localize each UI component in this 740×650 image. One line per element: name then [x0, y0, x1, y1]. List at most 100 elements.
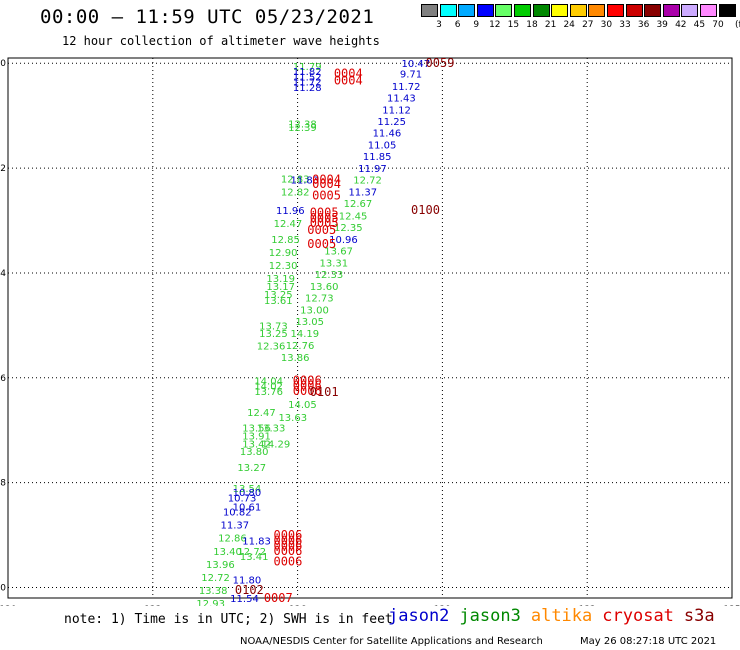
time-label: 0004 [334, 67, 363, 81]
wave-height-label: 12.47 [247, 408, 276, 419]
wave-height-label: 13.27 [237, 463, 266, 474]
wave-height-label: 12.72 [353, 176, 382, 187]
wave-height-label: 11.72 [392, 82, 421, 93]
wave-height-label: 13.96 [206, 560, 235, 571]
legend-entry: jason3 [459, 606, 521, 626]
wave-height-label: 13.80 [240, 447, 269, 458]
wave-height-label: 13.42 [242, 439, 271, 450]
wave-height-label: 10.80 [233, 488, 262, 499]
wave-height-label: 14.29 [262, 439, 291, 450]
wave-height-label: 12.39 [288, 123, 317, 134]
wave-height-label: 11.43 [387, 93, 416, 104]
scale-label: 21 [544, 20, 557, 30]
legend-entry: cryosat [602, 606, 674, 626]
time-label: 0006 [273, 539, 302, 553]
wave-height-label: 10.47 [402, 59, 431, 70]
time-label: 0006 [273, 528, 302, 542]
wave-height-label: 12.45 [339, 211, 368, 222]
wave-height-label: 12.85 [271, 235, 300, 246]
time-label: 0006 [273, 544, 302, 558]
wave-height-label: 11.80 [233, 576, 262, 587]
scale-swatch [495, 4, 513, 17]
wave-height-label: 11.54 [230, 594, 259, 605]
wave-height-label: 13.40 [213, 547, 242, 558]
legend-entry: jason2 [388, 606, 450, 626]
wave-height-label: 13.33 [257, 424, 286, 435]
wave-height-label: 11.97 [358, 164, 387, 175]
wave-height-label: 12.67 [344, 199, 373, 210]
x-tick-label: 135 [723, 605, 740, 606]
wave-height-label: 12.36 [257, 341, 286, 352]
wave-height-label: 13.73 [259, 321, 288, 332]
credit-line: NOAA/NESDIS Center for Satellite Applica… [240, 636, 543, 647]
scale-label: 18 [526, 20, 538, 30]
wave-height-label: 13.61 [264, 296, 293, 307]
x-tick-label: 120 [0, 605, 17, 606]
wave-height-label: 12.35 [334, 223, 363, 234]
wave-height-label: 13.05 [295, 317, 324, 328]
wave-height-label: 13.00 [300, 306, 329, 317]
time-label: 0006 [293, 373, 322, 387]
scale-swatch [476, 4, 494, 17]
scale-swatch [532, 4, 550, 17]
scale-swatch [644, 4, 662, 17]
wave-height-label: 12.72 [237, 547, 266, 558]
wave-height-label: 13.86 [281, 353, 310, 364]
legend-entry: altika [530, 606, 593, 626]
x-tick-label: 123 [144, 605, 161, 606]
wave-height-label: 11.79 [293, 62, 322, 73]
time-label: 0100 [411, 203, 440, 217]
wave-height-label: 12.47 [274, 219, 303, 230]
wave-height-label: 12.83 [281, 175, 310, 186]
wave-height-label: 13.17 [266, 282, 295, 293]
y-tick-label: -48 [0, 479, 6, 489]
wave-height-label: 13.31 [319, 258, 348, 269]
time-label: 0004 [312, 173, 341, 187]
scale-label: 15 [507, 20, 520, 30]
wave-height-label: 14.19 [291, 329, 320, 340]
wave-height-label: 13.25 [259, 329, 288, 340]
wave-height-label: 12.90 [269, 248, 298, 259]
wave-height-label: 12.82 [281, 188, 310, 199]
time-label: 0005 [310, 216, 339, 230]
wave-height-label: 14.04 [254, 376, 283, 387]
scale-swatch [718, 4, 736, 17]
y-tick-label: -40 [0, 59, 6, 69]
wave-height-label: 10.82 [223, 507, 252, 518]
scale-swatch [625, 4, 643, 17]
wave-height-label: 9.71 [400, 70, 422, 81]
wave-height-label: 11.25 [377, 117, 406, 128]
time-label: 0004 [334, 74, 363, 88]
wave-height-label: 12.73 [305, 294, 334, 305]
wave-height-label: 13.41 [240, 552, 269, 563]
scale-label: 33 [619, 20, 631, 30]
scale-label: 36 [637, 20, 650, 30]
y-tick-label: -46 [0, 374, 6, 384]
wave-height-label: 10.61 [233, 502, 262, 513]
wave-height-label: 11.83 [291, 176, 320, 187]
scale-unit: (ft) [735, 20, 740, 30]
wave-height-label: 12.33 [315, 270, 344, 281]
time-label: 0005 [310, 211, 339, 225]
x-tick-label: 132 [579, 605, 596, 606]
wave-height-label: 13.91 [242, 431, 271, 442]
generated-timestamp: May 26 08:27:18 UTC 2021 [580, 636, 717, 647]
scale-swatch [569, 4, 587, 17]
scale-label: 6 [454, 20, 461, 30]
scale-swatch [514, 4, 531, 17]
scale-label: 70 [712, 20, 724, 30]
scale-swatch [421, 4, 438, 17]
y-tick-label: -44 [0, 269, 6, 279]
x-tick-label: 126 [289, 605, 306, 606]
chart-title: 00:00 – 11:59 UTC 05/23/2021 [40, 6, 375, 28]
wave-height-label: 11.12 [382, 105, 411, 116]
scale-label: 45 [693, 20, 706, 30]
time-label: 0006 [273, 533, 302, 547]
wave-height-label: 13.63 [278, 413, 307, 424]
scale-swatch [662, 4, 680, 17]
time-label: 0007 [264, 591, 293, 605]
wave-height-label: 12.86 [218, 534, 247, 545]
scale-label: 27 [582, 20, 594, 30]
wave-height-label: 11.28 [293, 83, 322, 94]
wave-height-label: 13.56 [242, 424, 271, 435]
